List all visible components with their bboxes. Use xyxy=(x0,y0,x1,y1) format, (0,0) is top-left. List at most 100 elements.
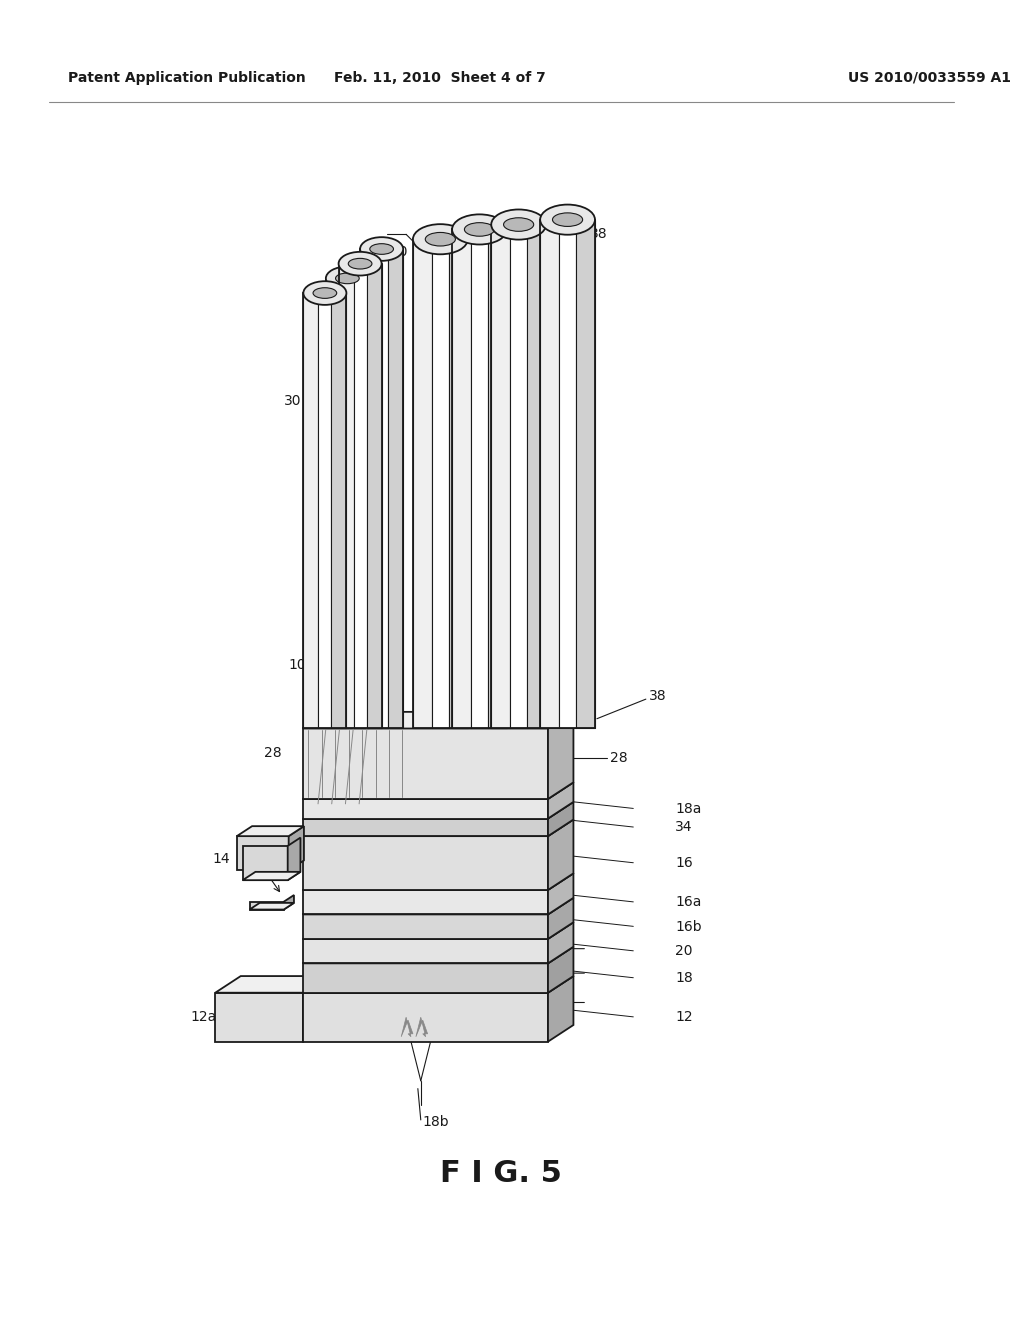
Polygon shape xyxy=(303,729,548,799)
Polygon shape xyxy=(548,820,573,890)
Polygon shape xyxy=(416,1018,428,1036)
Polygon shape xyxy=(303,783,573,799)
Polygon shape xyxy=(303,801,573,818)
Text: 30: 30 xyxy=(284,393,301,408)
Ellipse shape xyxy=(504,218,534,231)
Polygon shape xyxy=(354,279,369,729)
Polygon shape xyxy=(303,799,548,818)
Text: 28: 28 xyxy=(264,746,282,760)
Text: Patent Application Publication: Patent Application Publication xyxy=(69,71,306,84)
Polygon shape xyxy=(303,820,573,836)
Ellipse shape xyxy=(465,223,495,236)
Polygon shape xyxy=(303,923,573,939)
Polygon shape xyxy=(303,946,573,964)
Polygon shape xyxy=(487,230,507,729)
Polygon shape xyxy=(559,219,575,729)
Text: 18a: 18a xyxy=(675,801,701,816)
Polygon shape xyxy=(452,230,471,729)
Polygon shape xyxy=(548,874,573,915)
Text: 38: 38 xyxy=(590,227,607,242)
Text: 20: 20 xyxy=(675,944,692,958)
Ellipse shape xyxy=(326,267,369,290)
Text: 12: 12 xyxy=(675,1010,693,1024)
Text: 18: 18 xyxy=(675,972,693,985)
Polygon shape xyxy=(303,711,573,729)
Polygon shape xyxy=(401,1018,413,1036)
Polygon shape xyxy=(548,923,573,964)
Polygon shape xyxy=(388,249,403,729)
Text: 14: 14 xyxy=(212,851,230,866)
Polygon shape xyxy=(303,818,548,836)
Polygon shape xyxy=(326,279,341,729)
Polygon shape xyxy=(303,939,548,964)
Polygon shape xyxy=(250,902,284,909)
Polygon shape xyxy=(353,264,367,729)
Polygon shape xyxy=(303,964,548,993)
Ellipse shape xyxy=(553,213,583,227)
Polygon shape xyxy=(237,826,304,836)
Polygon shape xyxy=(360,249,375,729)
Ellipse shape xyxy=(303,281,346,305)
Polygon shape xyxy=(548,711,573,799)
Text: 16a: 16a xyxy=(675,895,701,909)
Text: Feb. 11, 2010  Sheet 4 of 7: Feb. 11, 2010 Sheet 4 of 7 xyxy=(335,71,546,84)
Polygon shape xyxy=(548,898,573,939)
Polygon shape xyxy=(289,826,304,870)
Polygon shape xyxy=(341,279,354,729)
Ellipse shape xyxy=(336,273,359,284)
Polygon shape xyxy=(510,224,527,729)
Text: F I G. 5: F I G. 5 xyxy=(440,1159,562,1188)
Polygon shape xyxy=(318,293,332,729)
Polygon shape xyxy=(303,874,573,890)
Ellipse shape xyxy=(541,205,595,235)
Polygon shape xyxy=(548,946,573,993)
Polygon shape xyxy=(339,264,353,729)
Polygon shape xyxy=(332,293,346,729)
Polygon shape xyxy=(215,975,329,993)
Ellipse shape xyxy=(425,232,456,246)
Text: 18b: 18b xyxy=(423,1115,450,1129)
Polygon shape xyxy=(548,783,573,818)
Polygon shape xyxy=(548,801,573,836)
Polygon shape xyxy=(215,993,303,1041)
Polygon shape xyxy=(250,903,294,909)
Ellipse shape xyxy=(452,214,507,244)
Text: 28: 28 xyxy=(609,751,628,764)
Polygon shape xyxy=(303,898,573,915)
Text: 34: 34 xyxy=(675,820,692,834)
Ellipse shape xyxy=(360,238,403,261)
Polygon shape xyxy=(303,836,548,890)
Polygon shape xyxy=(541,219,559,729)
Polygon shape xyxy=(303,975,329,1041)
Polygon shape xyxy=(303,975,573,993)
Polygon shape xyxy=(243,871,300,880)
Ellipse shape xyxy=(492,210,546,240)
Ellipse shape xyxy=(339,252,382,276)
Ellipse shape xyxy=(413,224,468,255)
Polygon shape xyxy=(492,224,510,729)
Polygon shape xyxy=(303,993,548,1041)
Polygon shape xyxy=(471,230,487,729)
Text: 16b: 16b xyxy=(675,920,701,933)
Ellipse shape xyxy=(370,244,393,255)
Polygon shape xyxy=(413,239,432,729)
Text: 38: 38 xyxy=(649,689,667,704)
Text: 30: 30 xyxy=(391,246,409,259)
Polygon shape xyxy=(237,836,289,870)
Polygon shape xyxy=(243,846,288,880)
Polygon shape xyxy=(303,915,548,939)
Ellipse shape xyxy=(313,288,337,298)
Text: 12a: 12a xyxy=(190,1010,217,1024)
Text: US 2010/0033559 A1: US 2010/0033559 A1 xyxy=(848,71,1011,84)
Polygon shape xyxy=(303,890,548,915)
Polygon shape xyxy=(375,249,388,729)
Polygon shape xyxy=(288,838,300,880)
Polygon shape xyxy=(527,224,546,729)
Polygon shape xyxy=(303,293,318,729)
Polygon shape xyxy=(548,975,573,1041)
Polygon shape xyxy=(284,895,294,909)
Polygon shape xyxy=(575,219,595,729)
Polygon shape xyxy=(432,239,449,729)
Text: 10: 10 xyxy=(289,657,306,672)
Text: 16: 16 xyxy=(675,857,693,870)
